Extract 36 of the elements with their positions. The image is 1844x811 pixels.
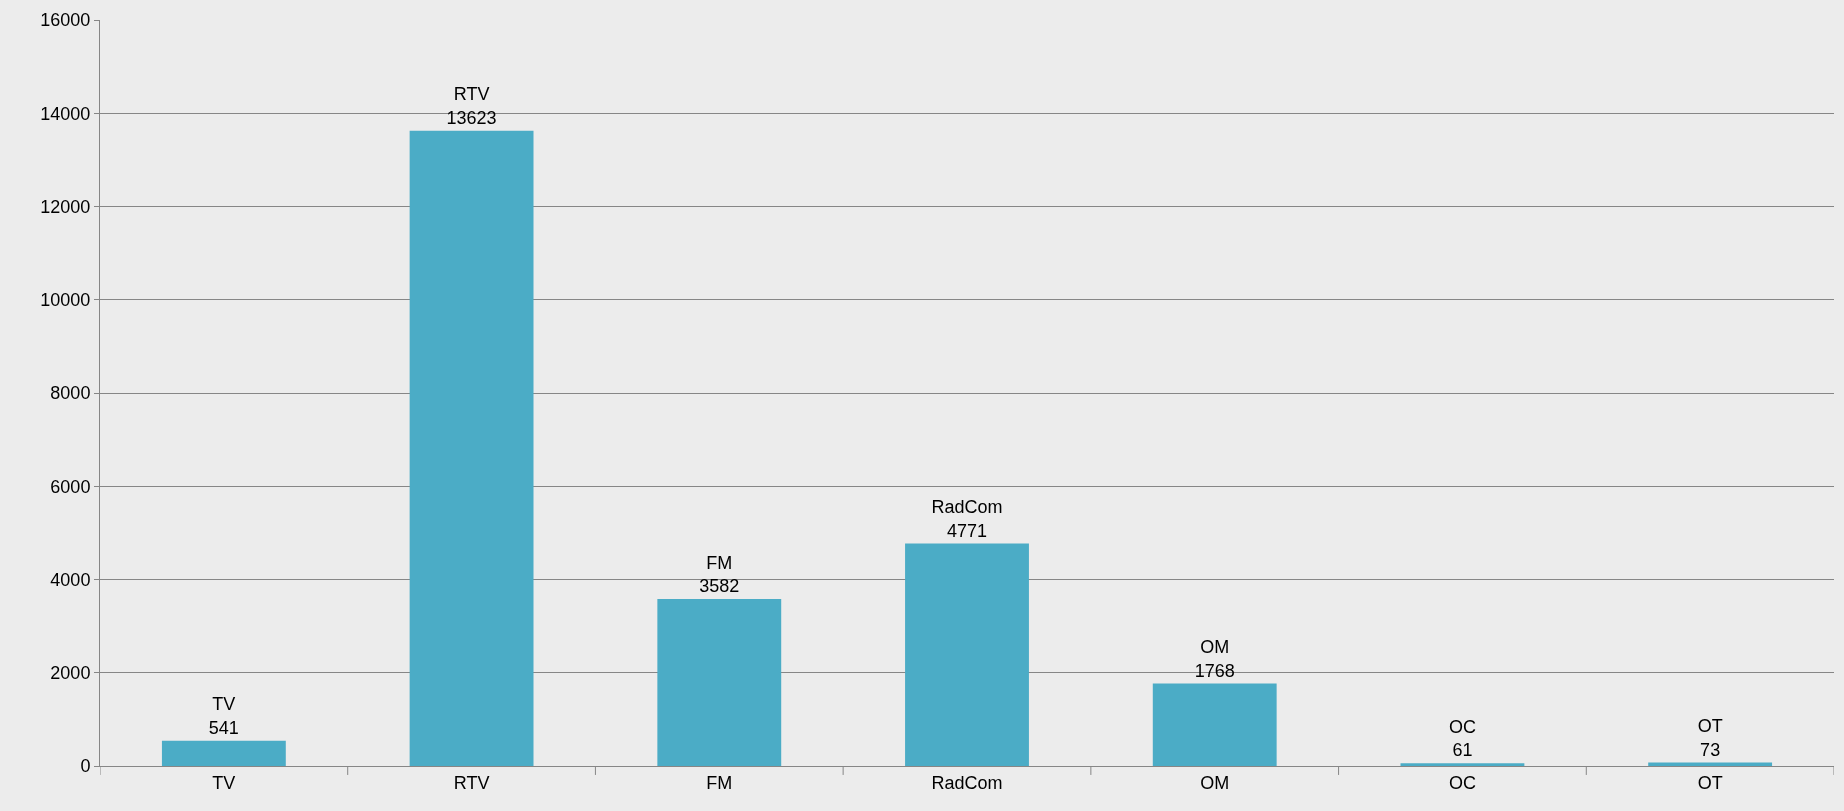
- x-tick-label: OC: [1448, 772, 1476, 793]
- category-label: OC: [1448, 716, 1476, 737]
- category-label: OT: [1697, 716, 1723, 737]
- data-label: 73: [1700, 739, 1721, 760]
- category-label: OM: [1200, 637, 1230, 658]
- category-label: RTV: [453, 84, 490, 105]
- category-label: TV: [212, 694, 236, 715]
- y-tick-label: 8000: [50, 383, 91, 404]
- y-tick-label: 14000: [40, 103, 91, 124]
- x-tick-label: RadCom: [931, 772, 1003, 793]
- bar: [161, 740, 286, 766]
- y-tick-label: 6000: [50, 476, 91, 497]
- bar: [905, 543, 1029, 766]
- bar: [1152, 683, 1277, 766]
- x-tick-label: OT: [1697, 772, 1723, 793]
- bar: [1400, 763, 1525, 766]
- x-tick-label: FM: [706, 772, 733, 793]
- y-tick-label: 10000: [40, 290, 91, 311]
- y-tick-label: 16000: [40, 10, 91, 31]
- category-label: RadCom: [931, 497, 1003, 518]
- y-tick-label: 4000: [50, 569, 91, 590]
- y-tick-label: 2000: [50, 663, 91, 684]
- bar: [409, 130, 534, 766]
- category-label: FM: [706, 552, 733, 573]
- x-tick-label: OM: [1200, 772, 1230, 793]
- data-label: 4771: [946, 520, 988, 541]
- data-label: 1768: [1194, 660, 1235, 681]
- data-label: 61: [1452, 740, 1473, 761]
- data-label: 541: [208, 717, 239, 738]
- data-label: 13623: [446, 107, 497, 128]
- x-tick-label: TV: [212, 772, 236, 793]
- y-tick-label: 12000: [40, 196, 91, 217]
- data-label: 3582: [699, 575, 740, 596]
- bar: [657, 598, 782, 766]
- y-tick-label: 0: [80, 756, 91, 777]
- x-tick-label: RTV: [453, 772, 490, 793]
